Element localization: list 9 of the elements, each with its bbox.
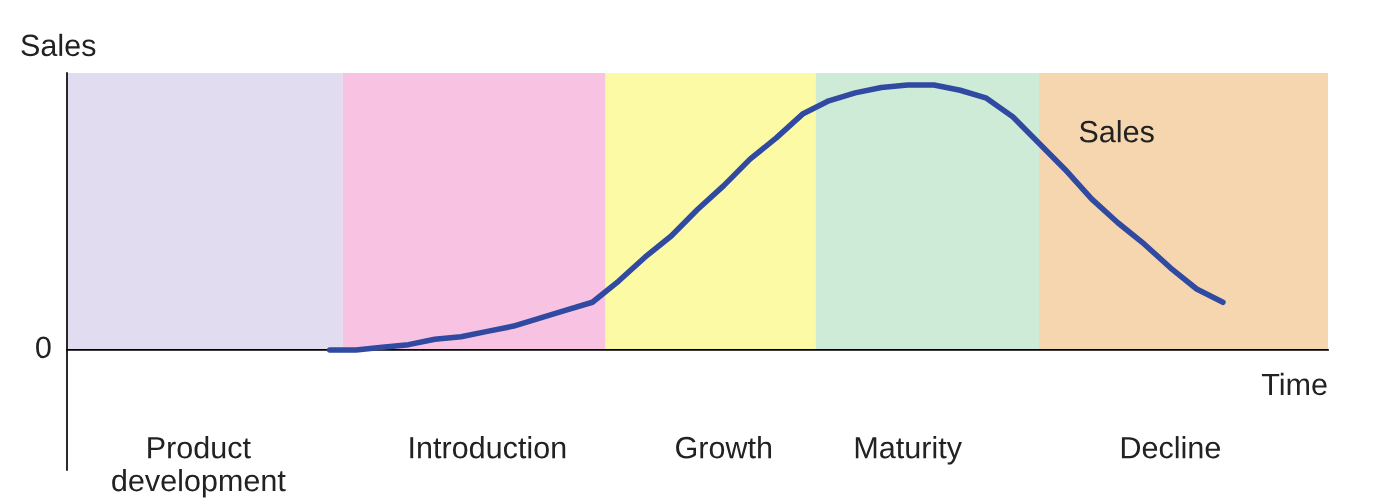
x-tick-label: Introduction [410, 436, 566, 459]
y-axis-title: Sales [21, 33, 96, 57]
x-tick-label: Product development [112, 436, 286, 498]
text: 0 [36, 336, 51, 359]
x-axis-title: Time [1261, 372, 1327, 396]
x-tick-label: Decline [1121, 436, 1220, 459]
x-tick-label: Maturity [855, 436, 962, 465]
x-tick-label: Growth [676, 436, 772, 459]
series-label: Sales [1079, 120, 1154, 143]
